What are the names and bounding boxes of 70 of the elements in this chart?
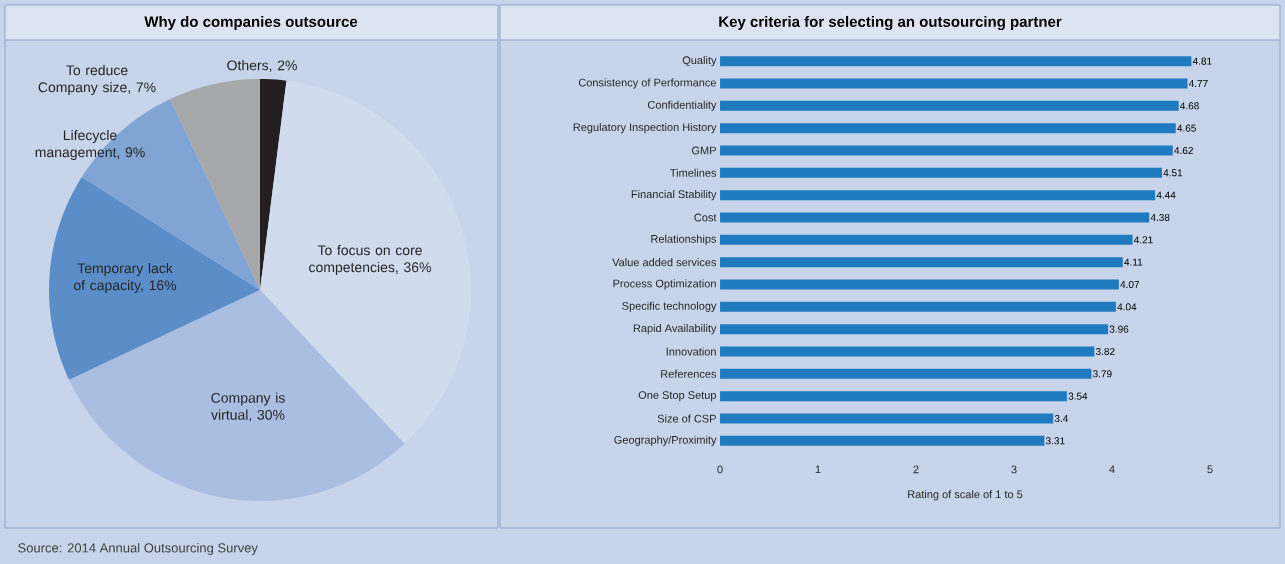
- y-tick-label: Quality: [682, 56, 717, 67]
- chart-title: Why do companies outsource: [144, 15, 358, 30]
- chart-title: Key criteria for selecting an outsourcing partner: [719, 15, 1062, 31]
- bar: [720, 435, 1045, 446]
- data-label: 3.4: [1054, 414, 1069, 423]
- slice-label: Temporary lack of capacity, 16%: [73, 262, 177, 293]
- y-tick-label: Consistency of Performance: [578, 78, 716, 89]
- x-axis-title: Rating of scale of 1 to 5: [908, 490, 1023, 501]
- data-label: 4.65: [1177, 124, 1196, 132]
- data-label: 4.68: [1180, 102, 1199, 110]
- data-label: 3.54: [1068, 392, 1088, 400]
- y-tick-label: Specific technology: [622, 301, 717, 312]
- x-tick-label: 2: [913, 465, 919, 474]
- bar: [720, 100, 1179, 111]
- y-tick-label: Value added services: [612, 258, 717, 267]
- x-tick-label: 3: [1011, 465, 1017, 474]
- data-label: 4.51: [1163, 169, 1183, 177]
- y-tick-label: Geography/Proximity: [614, 435, 717, 446]
- x-tick-label: 0: [717, 465, 723, 474]
- y-tick-label: Process Optimization: [613, 279, 716, 290]
- y-tick-label: Cost: [694, 213, 717, 222]
- data-label: 4.04: [1117, 303, 1137, 311]
- x-tick-label: 4: [1109, 465, 1115, 474]
- slice-label: Lifecycle management, 9%: [35, 129, 145, 161]
- y-tick-label: Regulatory Inspection History: [573, 123, 717, 134]
- data-label: 4.11: [1124, 258, 1143, 266]
- slice-label: Others, 2%: [227, 60, 297, 72]
- bar: [720, 279, 1119, 290]
- bar: [720, 346, 1095, 357]
- data-label: 4.21: [1134, 236, 1153, 244]
- slice-label: Company is virtual, 30%: [211, 392, 285, 422]
- data-label: 4.38: [1150, 213, 1170, 222]
- data-label: 4.07: [1120, 280, 1140, 289]
- data-label: 4.77: [1188, 80, 1208, 87]
- data-label: 3.79: [1093, 370, 1112, 378]
- data-label: 4.81: [1192, 57, 1212, 65]
- y-tick-label: Relationships: [651, 234, 717, 245]
- y-tick-label: References: [661, 369, 717, 378]
- bar: [720, 234, 1133, 245]
- bar: [720, 212, 1150, 223]
- source-note: Source: 2014 Annual Outsourcing Survey: [18, 542, 258, 556]
- y-tick-label: Confidentiality: [647, 100, 717, 111]
- data-label: 4.44: [1156, 191, 1176, 199]
- bar: [720, 145, 1173, 156]
- slice-label: To focus on core competencies, 36%: [309, 244, 431, 275]
- bar: [720, 190, 1156, 201]
- bar: [720, 413, 1054, 424]
- y-tick-label: GMP: [691, 146, 716, 155]
- bar: [720, 56, 1192, 67]
- slice-label: To reduce Company size, 7%: [38, 64, 156, 95]
- bar: [720, 368, 1092, 379]
- data-label: 3.31: [1045, 437, 1065, 445]
- bar: [720, 324, 1109, 335]
- x-tick-label: 1: [815, 465, 821, 474]
- bar: [720, 301, 1116, 312]
- y-tick-label: Financial Stability: [631, 190, 717, 201]
- data-label: 3.96: [1109, 325, 1129, 333]
- bar: [720, 78, 1188, 89]
- data-label: 3.82: [1095, 347, 1115, 356]
- y-tick-label: Timelines: [670, 168, 717, 177]
- bar: [720, 167, 1162, 178]
- y-tick-label: Rapid Availability: [633, 324, 717, 335]
- y-tick-label: Innovation: [666, 347, 716, 356]
- y-tick-label: Size of CSP: [657, 414, 716, 423]
- bar: [720, 391, 1067, 402]
- x-tick-label: 5: [1207, 465, 1213, 474]
- bar: [720, 257, 1123, 268]
- bar: [720, 123, 1176, 134]
- y-tick-label: One Stop Setup: [638, 391, 717, 402]
- data-label: 4.62: [1174, 146, 1193, 155]
